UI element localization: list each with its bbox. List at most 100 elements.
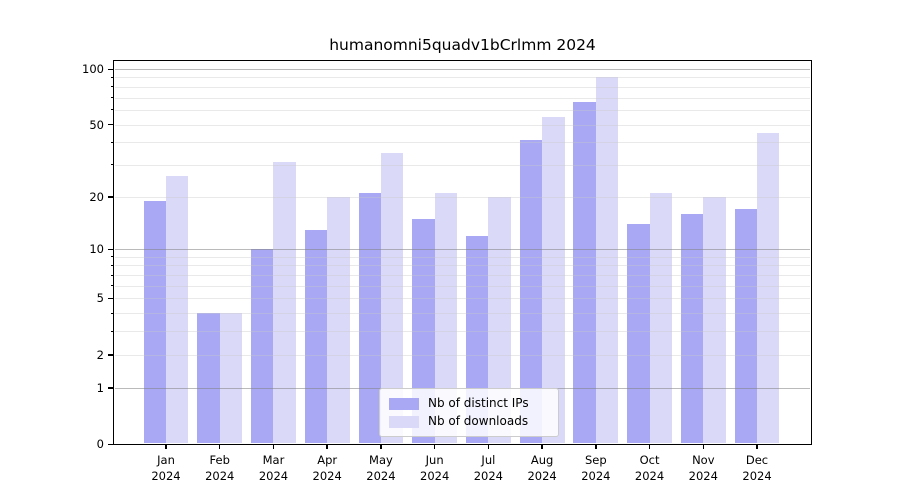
legend-row-distinct-ips: Nb of distinct IPs bbox=[389, 396, 558, 411]
y-minor-tick-70 bbox=[110, 97, 114, 99]
bar-aug-distinct-ips bbox=[519, 140, 543, 443]
y-minor-tick-60 bbox=[110, 109, 114, 111]
legend-row-downloads: Nb of downloads bbox=[389, 414, 558, 429]
gridline-3 bbox=[115, 331, 810, 333]
y-minor-tick-9 bbox=[110, 256, 114, 258]
bar-may-downloads bbox=[380, 152, 404, 443]
bar-feb-downloads bbox=[219, 313, 243, 443]
x-tick-label-nov: Nov 2024 bbox=[688, 453, 718, 483]
legend-swatch-downloads bbox=[389, 415, 419, 428]
legend-swatch-distinct-ips bbox=[389, 397, 419, 410]
y-tick-label-20: 20 bbox=[89, 189, 104, 204]
bar-may-distinct-ips bbox=[358, 192, 381, 443]
gridline-80 bbox=[115, 86, 810, 88]
y-tick-100 bbox=[108, 68, 114, 70]
x-tick-mar bbox=[272, 444, 275, 449]
x-tick-label-aug: Aug 2024 bbox=[527, 453, 557, 483]
y-minor-tick-40 bbox=[110, 141, 114, 143]
gridline-2 bbox=[115, 354, 810, 356]
x-tick-feb bbox=[219, 444, 221, 449]
x-tick-label-sep: Sep 2024 bbox=[581, 453, 611, 483]
bar-jun-distinct-ips bbox=[412, 218, 435, 443]
bar-nov-downloads bbox=[703, 196, 726, 443]
x-tick-jul bbox=[487, 444, 490, 449]
x-tick-apr bbox=[326, 444, 328, 449]
x-tick-label-apr: Apr 2024 bbox=[312, 453, 342, 483]
y-tick-label-1: 1 bbox=[96, 380, 104, 395]
bar-nov-distinct-ips bbox=[680, 213, 704, 443]
y-tick-1 bbox=[108, 387, 114, 389]
x-tick-nov bbox=[702, 444, 704, 449]
gridline-70 bbox=[115, 97, 810, 99]
y-tick-label-0: 0 bbox=[96, 437, 104, 451]
x-tick-label-may: May 2024 bbox=[366, 453, 396, 483]
x-tick-label-jun: Jun 2024 bbox=[420, 453, 450, 483]
bar-oct-downloads bbox=[649, 192, 672, 443]
legend-label-distinct-ips: Nb of distinct IPs bbox=[428, 396, 529, 410]
bar-aug-downloads bbox=[542, 116, 565, 443]
x-tick-label-feb: Feb 2024 bbox=[205, 453, 235, 483]
legend-label-downloads: Nb of downloads bbox=[428, 414, 529, 428]
bar-jan-downloads bbox=[166, 176, 189, 443]
x-tick-label-oct: Oct 2024 bbox=[634, 453, 665, 483]
y-minor-tick-8 bbox=[110, 264, 114, 266]
y-minor-tick-30 bbox=[110, 164, 114, 166]
gridline-5 bbox=[115, 298, 810, 300]
y-tick-label-2: 2 bbox=[96, 347, 104, 362]
bar-jul-downloads bbox=[488, 196, 511, 443]
gridline-8 bbox=[115, 265, 810, 267]
bar-sep-distinct-ips bbox=[573, 102, 596, 443]
x-tick-sep bbox=[595, 444, 597, 449]
plot-frame bbox=[113, 60, 812, 445]
x-tick-label-jul: Jul 2024 bbox=[473, 453, 504, 483]
x-tick-oct bbox=[648, 444, 651, 449]
x-tick-label-mar: Mar 2024 bbox=[258, 453, 289, 483]
y-minor-tick-7 bbox=[110, 274, 114, 276]
bar-apr-downloads bbox=[327, 196, 350, 443]
y-minor-tick-90 bbox=[110, 76, 114, 78]
y-minor-tick-80 bbox=[110, 86, 114, 88]
y-minor-tick-3 bbox=[110, 330, 114, 332]
y-tick-label-100: 100 bbox=[82, 62, 104, 76]
gridline-4 bbox=[115, 313, 810, 315]
bar-dec-downloads bbox=[757, 132, 780, 443]
gridline-7 bbox=[115, 275, 810, 277]
bar-apr-distinct-ips bbox=[304, 229, 328, 443]
y-minor-tick-4 bbox=[110, 312, 114, 314]
legend: Nb of distinct IPs Nb of downloads bbox=[379, 388, 559, 437]
y-tick-50 bbox=[108, 124, 114, 126]
bar-jan-distinct-ips bbox=[143, 200, 166, 443]
gridline-90 bbox=[115, 77, 810, 79]
y-tick-label-5: 5 bbox=[96, 291, 104, 306]
bar-mar-distinct-ips bbox=[251, 249, 274, 443]
bar-mar-downloads bbox=[273, 162, 296, 443]
gridline-100 bbox=[115, 69, 810, 70]
y-tick-10 bbox=[108, 248, 114, 251]
y-tick-label-50: 50 bbox=[89, 117, 104, 132]
y-tick-2 bbox=[108, 354, 114, 356]
gridline-20 bbox=[115, 196, 810, 198]
x-tick-label-dec: Dec 2024 bbox=[742, 453, 772, 483]
gridline-40 bbox=[115, 142, 810, 144]
y-tick-5 bbox=[108, 297, 114, 300]
y-tick-0 bbox=[108, 443, 114, 445]
gridline-60 bbox=[115, 109, 810, 111]
bar-dec-distinct-ips bbox=[734, 209, 758, 443]
gridline-9 bbox=[115, 256, 810, 258]
x-tick-jan bbox=[165, 444, 167, 449]
bar-sep-downloads bbox=[595, 77, 619, 443]
x-tick-jun bbox=[433, 444, 436, 449]
y-tick-20 bbox=[108, 196, 114, 198]
x-tick-may bbox=[380, 444, 382, 449]
gridline-50 bbox=[115, 124, 810, 126]
x-tick-aug bbox=[541, 444, 543, 449]
gridline-6 bbox=[115, 285, 810, 287]
chart-title: humanomni5quadv1bCrlmm 2024 bbox=[329, 36, 596, 54]
bar-feb-distinct-ips bbox=[197, 313, 220, 443]
bar-jun-downloads bbox=[434, 192, 458, 443]
x-tick-dec bbox=[756, 444, 758, 449]
y-tick-label-10: 10 bbox=[89, 242, 104, 257]
gridline-10 bbox=[115, 249, 810, 251]
x-tick-label-jan: Jan 2024 bbox=[151, 453, 181, 483]
